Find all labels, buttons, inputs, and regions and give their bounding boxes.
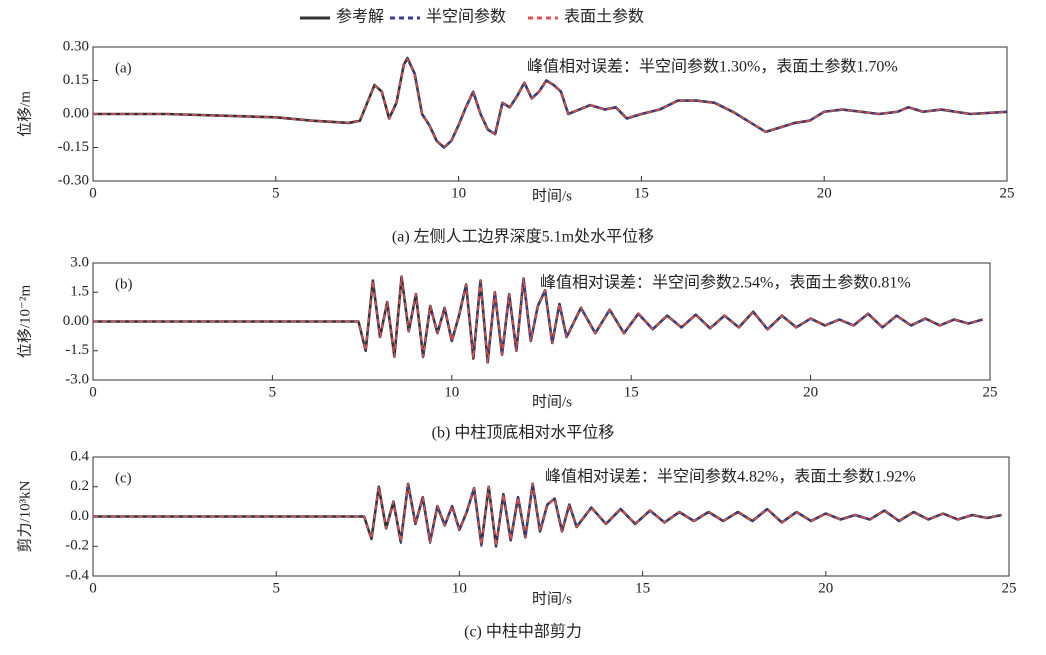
y-tick-label: 0.0 [70,508,89,524]
annotation: 峰值相对误差：半空间参数4.82%，表面土参数1.92% [545,468,916,486]
y-tick-label: 0.4 [70,448,89,464]
x-tick-label: 0 [89,580,97,596]
y-tick-label: 0.30 [63,38,89,54]
panel-label: (c) [115,470,132,486]
x-axis-label: 时间/s [532,187,572,204]
y-tick-label: 0.2 [70,478,89,494]
y-tick-label: -0.2 [65,538,89,554]
x-tick-label: 0 [89,185,97,201]
series-line [93,481,1002,549]
y-tick-label: -0.4 [65,567,89,583]
x-tick-label: 5 [272,185,280,201]
y-tick-label: -0.30 [58,172,89,188]
caption: (a) 左侧人工边界深度5.1m处水平位移 [392,228,654,246]
x-tick-label: 15 [624,384,639,400]
legend-label: 半空间参数 [426,8,506,26]
series-line [93,482,1002,548]
y-axis-label: 位移/10⁻²m [16,285,33,359]
x-tick-label: 15 [634,185,649,201]
y-tick-label: 3.0 [70,254,89,270]
x-tick-label: 15 [635,580,650,596]
y-tick-label: 0.00 [63,105,89,121]
legend-label: 表面土参数 [564,8,644,26]
x-tick-label: 20 [817,185,832,201]
y-tick-label: -1.5 [65,342,89,358]
caption: (c) 中柱中部剪力 [464,623,582,641]
x-tick-label: 20 [818,580,833,596]
y-tick-label: -3.0 [65,371,89,387]
series-line [93,275,984,364]
y-axis-label: 剪力/10³kN [16,480,33,552]
panel-label: (b) [115,276,133,292]
series-line [93,58,1008,148]
annotation: 峰值相对误差：半空间参数2.54%，表面土参数0.81% [540,274,911,292]
x-tick-label: 10 [451,185,466,201]
x-tick-label: 5 [272,580,280,596]
y-tick-label: 0.15 [63,72,89,88]
x-tick-label: 25 [1000,185,1015,201]
series-line [93,482,1002,548]
y-tick-label: -0.15 [58,139,89,155]
annotation: 峰值相对误差：半空间参数1.30%，表面土参数1.70% [527,58,898,76]
x-tick-label: 0 [89,384,97,400]
x-tick-label: 10 [452,580,467,596]
y-tick-label: 0.00 [63,313,89,329]
x-tick-label: 25 [1002,580,1017,596]
x-tick-label: 25 [983,384,998,400]
x-tick-label: 10 [444,384,459,400]
x-tick-label: 20 [803,384,818,400]
legend-label: 参考解 [336,8,384,26]
caption: (b) 中柱顶底相对水平位移 [432,424,615,442]
panel-label: (a) [115,60,132,76]
x-axis-label: 时间/s [532,590,572,607]
x-axis-label: 时间/s [532,393,572,410]
y-axis-label: 位移/m [16,91,33,137]
x-tick-label: 5 [269,384,277,400]
y-tick-label: 1.5 [70,284,89,300]
